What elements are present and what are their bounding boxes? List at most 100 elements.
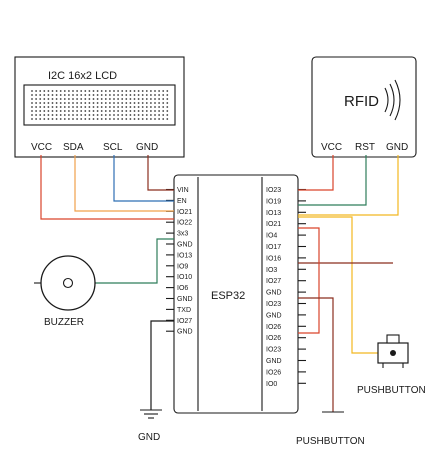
lcd-dot	[92, 102, 95, 104]
lcd-dot	[145, 98, 148, 100]
lcd-dot	[158, 98, 161, 100]
lcd-dot	[104, 118, 107, 120]
lcd-dot	[129, 110, 132, 112]
lcd-dot	[55, 114, 58, 116]
esp32-right-pin-label: IO23	[266, 301, 281, 308]
lcd-dot	[166, 114, 169, 116]
lcd-dot	[80, 94, 83, 96]
lcd-dot	[43, 102, 46, 104]
lcd-dot	[100, 94, 103, 96]
lcd-dot	[137, 114, 140, 116]
esp32-left-pin-label: IO6	[177, 285, 188, 292]
lcd-dot	[133, 114, 136, 116]
wire-buzzer-signal	[96, 238, 174, 284]
lcd-dot	[109, 98, 111, 100]
lcd-dot	[113, 94, 115, 96]
lcd-dot	[104, 98, 107, 100]
lcd-dot	[47, 106, 50, 108]
lcd-dot	[84, 106, 87, 108]
lcd-dot	[76, 114, 78, 116]
lcd-dot	[72, 106, 74, 108]
ground-symbol-icon	[140, 409, 162, 419]
lcd-dot	[100, 106, 103, 108]
lcd-dot	[154, 90, 156, 92]
lcd-dot	[158, 114, 161, 116]
lcd-dot	[133, 110, 136, 112]
esp32-right-pin-label: IO27	[266, 278, 281, 285]
lcd-dot	[76, 102, 78, 104]
lcd-dot	[117, 114, 119, 116]
esp32-right-pin-label: IO0	[266, 381, 277, 388]
lcd-pin-gnd: GND	[136, 142, 158, 153]
lcd-dot	[104, 94, 107, 96]
lcd-dot	[88, 102, 91, 104]
lcd-dot	[43, 98, 46, 100]
esp32-right-pin-label: IO23	[266, 187, 281, 194]
lcd-dot	[59, 106, 62, 108]
lcd-dot	[113, 114, 115, 116]
lcd-dot	[109, 114, 111, 116]
wire-lcd-scl	[113, 155, 174, 202]
lcd-dot	[88, 114, 91, 116]
lcd-dot	[39, 94, 42, 96]
lcd-dot	[145, 118, 148, 120]
lcd-dot	[154, 98, 156, 100]
pushbutton-right-dot	[390, 350, 396, 356]
lcd-dot	[125, 118, 128, 120]
wire-pushbutton-right-signal	[298, 216, 378, 354]
esp32-left-pins: VIN EN IO21 IO22 3x3 GND IO13 IO9 IO10 IO6 GND TXD I…	[166, 187, 193, 336]
lcd-dot	[43, 90, 46, 92]
lcd-dot	[55, 94, 58, 96]
lcd-dot	[109, 110, 111, 112]
buzzer-label: BUZZER	[44, 317, 84, 328]
lcd-dot	[59, 114, 62, 116]
lcd-dot	[39, 118, 42, 120]
lcd-dot	[47, 110, 50, 112]
lcd-dot	[59, 110, 62, 112]
lcd-dot	[150, 94, 152, 96]
lcd-dot	[113, 102, 115, 104]
lcd-dot	[51, 102, 54, 104]
esp32-left-pin-label: IO10	[177, 274, 192, 281]
lcd-dot	[96, 98, 99, 100]
lcd-dot	[96, 106, 99, 108]
lcd-dot	[141, 110, 144, 112]
lcd-dot	[104, 106, 107, 108]
lcd-dot	[100, 90, 103, 92]
lcd-dot	[109, 118, 111, 120]
lcd-dot	[96, 118, 99, 120]
lcd-dot	[166, 110, 169, 112]
lcd-dot	[59, 98, 62, 100]
lcd-dot	[117, 94, 119, 96]
lcd-dot	[88, 90, 91, 92]
lcd-dot	[80, 118, 83, 120]
lcd-dot	[133, 98, 136, 100]
lcd-dot	[162, 94, 165, 96]
lcd-dot	[88, 94, 91, 96]
lcd-dot	[129, 118, 132, 120]
pushbutton-right: PUSHBUTTON	[357, 334, 426, 396]
lcd-dot	[113, 98, 115, 100]
lcd-dot	[63, 110, 66, 112]
lcd-dot	[117, 118, 119, 120]
lcd-dot	[113, 118, 115, 120]
lcd-dot	[63, 90, 66, 92]
lcd-dot	[166, 106, 169, 108]
lcd-dot	[158, 94, 161, 96]
lcd-dot	[31, 94, 33, 96]
lcd-dot	[121, 114, 124, 116]
lcd-dot	[117, 110, 119, 112]
lcd-dot	[35, 110, 37, 112]
lcd-dot	[92, 90, 95, 92]
lcd-dot	[109, 90, 111, 92]
lcd-dot	[55, 90, 58, 92]
lcd-dot	[133, 106, 136, 108]
lcd-dot	[39, 110, 42, 112]
lcd-dot	[141, 106, 144, 108]
lcd-dot	[39, 114, 42, 116]
lcd-dot	[80, 90, 83, 92]
esp32-right-pin-label: IO23	[266, 347, 281, 354]
lcd-dot	[47, 94, 50, 96]
esp32-right-pin-label: IO16	[266, 255, 281, 262]
lcd-dot	[63, 102, 66, 104]
